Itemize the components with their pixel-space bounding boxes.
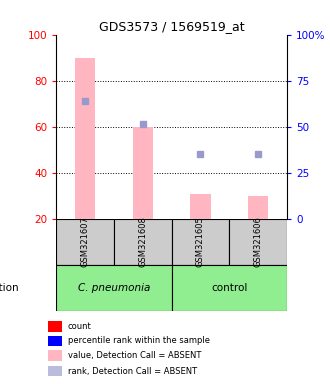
- Text: GSM321608: GSM321608: [138, 217, 147, 267]
- Bar: [248, 196, 268, 219]
- Bar: [75, 58, 95, 219]
- Bar: [172, 265, 287, 311]
- Bar: [56, 219, 114, 265]
- Bar: [56, 265, 172, 311]
- Bar: [114, 219, 172, 265]
- Bar: [48, 366, 62, 376]
- Bar: [190, 194, 211, 219]
- Text: value, Detection Call = ABSENT: value, Detection Call = ABSENT: [68, 351, 201, 360]
- Bar: [133, 127, 153, 219]
- Text: infection: infection: [0, 283, 18, 293]
- Bar: [48, 350, 62, 361]
- Text: GSM321606: GSM321606: [254, 217, 263, 267]
- Bar: [172, 219, 229, 265]
- Text: C. pneumonia: C. pneumonia: [78, 283, 150, 293]
- Text: GSM321607: GSM321607: [81, 217, 89, 267]
- Text: control: control: [211, 283, 248, 293]
- Text: percentile rank within the sample: percentile rank within the sample: [68, 336, 210, 346]
- Title: GDS3573 / 1569519_at: GDS3573 / 1569519_at: [99, 20, 245, 33]
- Text: GSM321605: GSM321605: [196, 217, 205, 267]
- Bar: [229, 219, 287, 265]
- Text: rank, Detection Call = ABSENT: rank, Detection Call = ABSENT: [68, 366, 197, 376]
- Text: count: count: [68, 322, 92, 331]
- Bar: [48, 321, 62, 332]
- Bar: [48, 336, 62, 346]
